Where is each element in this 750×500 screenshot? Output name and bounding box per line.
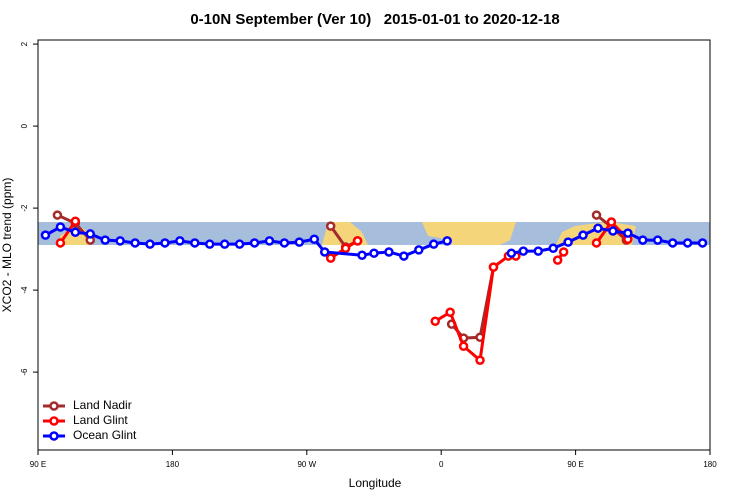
x-axis-title: Longitude — [349, 476, 402, 490]
point — [190, 238, 200, 248]
point — [175, 236, 185, 246]
point — [623, 228, 633, 238]
point — [55, 222, 66, 232]
point — [52, 210, 63, 220]
point — [445, 307, 455, 317]
legend-label: Land Glint — [73, 413, 128, 427]
x-tick-label: 180 — [703, 460, 717, 469]
point — [638, 235, 648, 245]
legend-marker — [49, 401, 59, 411]
point — [55, 238, 66, 248]
point — [458, 341, 469, 352]
point — [357, 250, 367, 260]
point — [160, 238, 170, 248]
point — [518, 246, 529, 256]
point — [264, 236, 275, 246]
point — [442, 236, 452, 246]
y-axis-title: XCO2 - MLO trend (ppm) — [0, 178, 14, 313]
point — [506, 248, 517, 258]
point — [40, 230, 51, 240]
point — [219, 239, 230, 249]
y-tick-label: 2 — [20, 41, 29, 46]
point — [591, 238, 602, 248]
x-tick-label: 90 E — [567, 460, 583, 469]
point — [697, 238, 708, 248]
point — [294, 237, 305, 247]
point — [606, 217, 617, 227]
point — [100, 235, 110, 245]
plot-frame — [37, 39, 711, 451]
point — [145, 239, 155, 249]
point — [591, 210, 602, 220]
y-tick-label: -4 — [20, 286, 29, 294]
legend-marker — [49, 416, 59, 426]
point — [340, 243, 351, 254]
legend-marker — [49, 431, 59, 441]
point — [384, 247, 394, 257]
x-tick-label: 0 — [439, 460, 444, 469]
y-tick-label: -6 — [20, 368, 29, 376]
point — [593, 223, 603, 233]
point — [414, 245, 424, 255]
x-tick-label: 180 — [166, 460, 180, 469]
point — [319, 247, 330, 257]
point — [325, 221, 336, 231]
point — [552, 255, 563, 265]
point — [249, 238, 260, 248]
point — [85, 229, 96, 239]
point — [652, 235, 663, 245]
legend-label: Ocean Glint — [73, 428, 137, 442]
point — [279, 238, 290, 248]
point — [352, 236, 363, 246]
legend-label: Land Nadir — [73, 398, 132, 412]
point — [667, 238, 678, 248]
point — [70, 227, 81, 238]
point — [563, 237, 573, 247]
point — [533, 246, 544, 256]
point — [608, 226, 618, 236]
point — [475, 355, 485, 365]
point — [578, 230, 588, 240]
point — [558, 247, 569, 257]
point — [548, 243, 558, 254]
point — [399, 251, 409, 261]
point — [204, 239, 215, 249]
y-tick-label: -2 — [20, 204, 29, 212]
point — [430, 316, 440, 327]
point — [488, 262, 499, 272]
x-tick-label: 90 E — [30, 460, 46, 469]
point — [70, 216, 81, 226]
y-tick-label: 0 — [20, 123, 29, 128]
ocean-band — [38, 222, 710, 245]
point — [234, 239, 245, 249]
point — [115, 236, 125, 246]
point — [369, 248, 379, 258]
point — [309, 234, 320, 245]
point — [130, 238, 140, 248]
point — [682, 238, 693, 248]
chart-title: 0-10N September (Ver 10) 2015-01-01 to 2… — [190, 11, 559, 28]
x-tick-label: 90 W — [297, 460, 316, 469]
point — [325, 253, 336, 263]
point — [428, 239, 439, 249]
